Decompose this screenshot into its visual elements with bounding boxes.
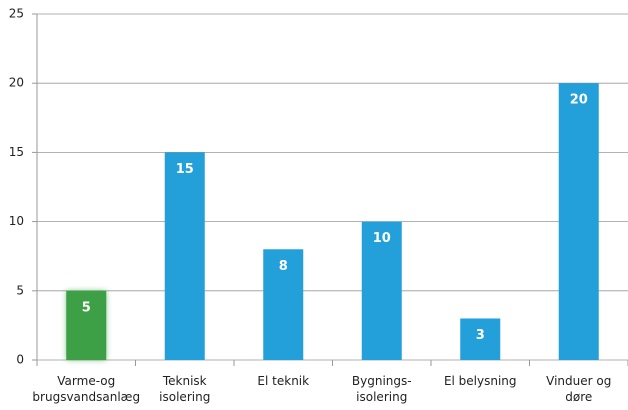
x-tick-label-line: Teknisk <box>162 374 207 388</box>
x-tick-label-line: El teknik <box>257 374 309 388</box>
x-tick-label-line: isolering <box>159 390 210 404</box>
y-tick-label: 15 <box>9 145 24 159</box>
y-tick-label: 5 <box>16 283 24 297</box>
x-tick-label: Vinduer og døre <box>546 374 611 404</box>
x-tick-label-line: Varme-og <box>57 374 115 388</box>
data-label: 15 <box>176 162 194 177</box>
bar <box>66 290 107 360</box>
bar <box>164 152 205 360</box>
data-label: 3 <box>476 328 485 343</box>
bar <box>361 221 402 360</box>
x-tick-label-line: isolering <box>356 390 407 404</box>
data-label: 8 <box>279 259 288 274</box>
x-tick-label-line: El belysning <box>444 374 517 388</box>
y-tick-label: 20 <box>9 76 24 90</box>
x-tick-label-line: brugsvandsanlæg <box>32 390 140 404</box>
y-tick-label: 10 <box>9 214 24 228</box>
x-tick-label: El teknik <box>257 374 309 388</box>
x-tick-label: Bygnings-isolering <box>352 374 412 404</box>
x-tick-label-line: Vinduer og <box>546 374 611 388</box>
x-tick-label-line: døre <box>565 390 592 404</box>
data-label: 20 <box>570 93 588 108</box>
bar <box>460 318 501 360</box>
y-tick-label: 0 <box>16 353 24 367</box>
x-tick-label: El belysning <box>444 374 517 388</box>
x-tick-label-line: Bygnings- <box>352 374 412 388</box>
y-tick-label: 25 <box>9 7 24 21</box>
x-tick-label: Teknisk isolering <box>159 374 210 404</box>
bar <box>263 249 304 360</box>
data-label: 5 <box>82 300 91 315</box>
data-label: 10 <box>373 231 391 246</box>
bar <box>558 83 599 360</box>
x-tick-label: Varme-og brugsvandsanlæg <box>32 374 140 404</box>
